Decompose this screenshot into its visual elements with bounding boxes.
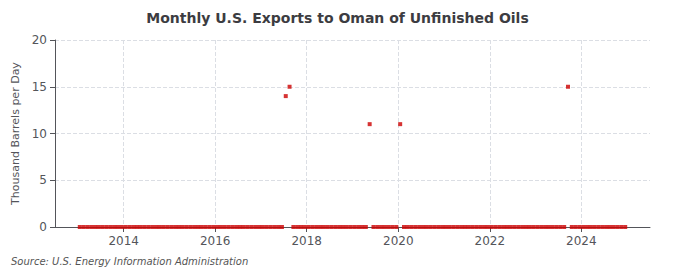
svg-text:2024: 2024: [566, 234, 597, 248]
svg-text:5: 5: [39, 173, 47, 187]
svg-text:2018: 2018: [291, 234, 322, 248]
svg-text:20: 20: [32, 33, 47, 47]
svg-text:2022: 2022: [475, 234, 506, 248]
svg-text:0: 0: [39, 220, 47, 234]
svg-text:2014: 2014: [108, 234, 139, 248]
svg-text:Monthly U.S. Exports to Oman o: Monthly U.S. Exports to Oman of Unfinish…: [146, 10, 529, 26]
svg-text:Source: U.S. Energy Informatio: Source: U.S. Energy Information Administ…: [11, 256, 248, 267]
svg-text:2016: 2016: [200, 234, 231, 248]
svg-text:2020: 2020: [383, 234, 414, 248]
svg-text:Thousand Barrels per Day: Thousand Barrels per Day: [9, 62, 22, 206]
svg-text:10: 10: [32, 127, 47, 141]
svg-text:15: 15: [32, 80, 47, 94]
